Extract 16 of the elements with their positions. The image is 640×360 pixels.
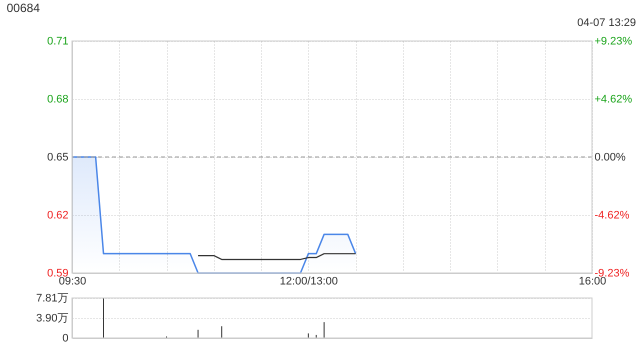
y2-tick-label: +9.23% [594, 36, 632, 48]
x-tick-label: 09:30 [58, 276, 86, 288]
y-tick-label: 7.81万 [36, 292, 68, 304]
y2-tick-label: +4.62% [594, 93, 632, 106]
chart-title: 00684 [6, 1, 40, 15]
y-tick-label: 0.68 [47, 94, 68, 106]
y-tick-label: 0.62 [47, 210, 68, 222]
y2-tick-label: 0.00% [594, 152, 626, 164]
y-tick-label: 0 [62, 332, 68, 344]
y-tick-label: 0.71 [47, 36, 68, 48]
x-tick-label: 12:00/13:00 [280, 276, 338, 288]
text: 04-07 13:29 [577, 17, 636, 29]
y-tick-label: 0.65 [47, 152, 68, 164]
x-tick-label: 16:00 [578, 276, 606, 288]
y2-tick-label: -4.62% [594, 210, 630, 222]
y-tick-label: 3.90万 [36, 312, 68, 325]
